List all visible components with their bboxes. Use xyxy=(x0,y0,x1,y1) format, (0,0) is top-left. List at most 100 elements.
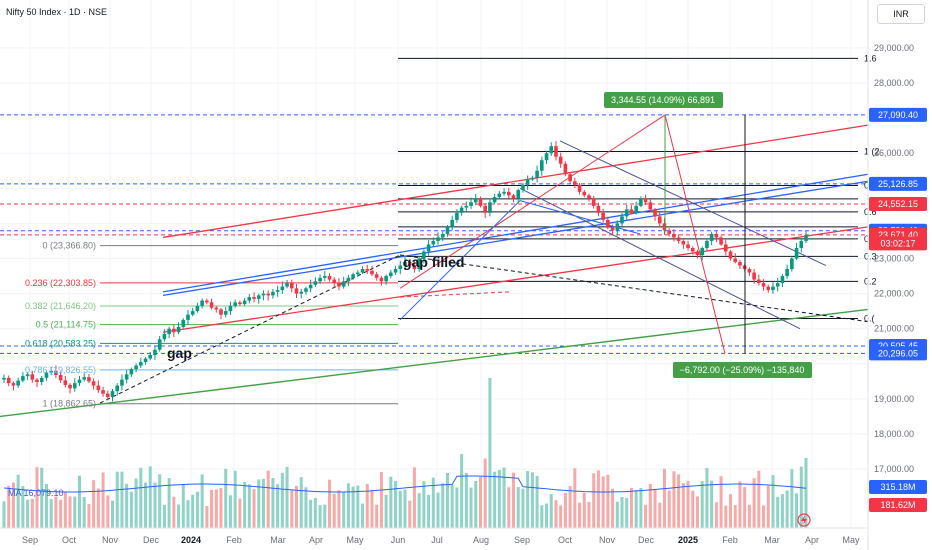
candle-body xyxy=(488,202,492,213)
volume-bar xyxy=(379,471,383,528)
price-tags: 27,090.4025,126.8524,552.1523,791.4023,6… xyxy=(869,107,927,512)
price-tag-label: 20,505.45 xyxy=(878,341,918,351)
candle-body xyxy=(733,258,738,263)
candle-body xyxy=(596,205,601,213)
candle-body xyxy=(606,219,610,227)
price-tag: 03:02:17 xyxy=(869,236,927,251)
fib-extension-label: 0.2 xyxy=(864,276,877,286)
candle-body xyxy=(337,283,341,287)
candle-body xyxy=(318,277,322,282)
projection-up xyxy=(399,114,666,289)
candle-body xyxy=(667,230,671,234)
candle-body xyxy=(620,216,624,224)
volume-bar xyxy=(219,487,223,528)
candle-body xyxy=(77,379,82,384)
volume-bar xyxy=(695,496,699,528)
volume-bar xyxy=(82,497,86,528)
candle-body xyxy=(115,385,120,392)
volume-bar xyxy=(705,468,709,528)
volume-bar xyxy=(445,472,449,528)
candle-body xyxy=(459,207,464,213)
y-tick-label: 19,000.00 xyxy=(874,394,914,404)
candle-body xyxy=(530,177,535,180)
volume-bar xyxy=(507,487,511,528)
price-tag-label: 25,126.85 xyxy=(878,179,918,189)
currency-selector[interactable]: INR xyxy=(877,4,925,24)
volume-bar xyxy=(644,504,648,528)
volume-bar xyxy=(464,473,468,528)
candle-body xyxy=(747,269,752,273)
candle-body xyxy=(247,297,252,301)
candle-body xyxy=(275,290,280,292)
candle-body xyxy=(690,247,695,252)
candle-body xyxy=(563,163,568,175)
candle-body xyxy=(308,284,313,289)
volume-bar xyxy=(200,474,204,528)
volume-bar xyxy=(11,482,15,528)
volume-bar xyxy=(172,496,176,528)
candle-body xyxy=(554,146,558,157)
candle-body xyxy=(2,377,6,380)
volume-bar xyxy=(77,475,81,528)
candle-body xyxy=(506,191,511,196)
volume-bar xyxy=(648,484,652,528)
volume-bar xyxy=(596,470,600,528)
candle-body xyxy=(719,237,723,245)
drawings xyxy=(0,57,869,418)
volume-tag: 315.18M xyxy=(869,480,927,494)
candle-body xyxy=(110,391,115,398)
volume-bar xyxy=(795,493,799,528)
volume-tag: 181.62M xyxy=(869,498,927,512)
volume-bar xyxy=(224,468,228,528)
volume-bar xyxy=(549,494,553,528)
volume-bar xyxy=(427,494,431,528)
candle-body xyxy=(21,376,25,381)
candle-body xyxy=(511,195,516,199)
volume-bar xyxy=(2,501,6,528)
volume-bar xyxy=(313,497,317,528)
candle-body xyxy=(516,190,521,199)
volume-bar xyxy=(243,481,247,528)
volume-bar xyxy=(766,485,770,528)
volume-bar xyxy=(611,488,615,528)
volume-bar xyxy=(478,476,482,528)
lightning-icon[interactable] xyxy=(797,513,811,527)
dashed-downtrend xyxy=(399,254,869,323)
candle-body xyxy=(643,198,648,203)
y-tick-label: 18,000.00 xyxy=(874,429,914,439)
candle-body xyxy=(577,184,582,192)
volume-bar xyxy=(356,485,360,528)
volume-bar xyxy=(68,496,72,528)
candle-body xyxy=(25,374,30,377)
volume-tag-box xyxy=(869,480,927,494)
candle-body xyxy=(379,277,384,282)
candle-body xyxy=(686,244,690,248)
volume-bar xyxy=(365,483,369,528)
volume-bar xyxy=(266,470,270,528)
candle-body xyxy=(289,283,294,289)
upper-red-channel xyxy=(162,124,869,239)
blue-swing-down xyxy=(519,200,641,235)
volume-bar xyxy=(257,479,261,528)
volume-bar xyxy=(422,481,426,528)
candle-body xyxy=(148,355,153,359)
candle-body xyxy=(242,300,247,305)
candle-body xyxy=(261,293,266,296)
candle-body xyxy=(252,297,256,299)
candle-body xyxy=(757,279,761,284)
volume-bar xyxy=(412,467,416,528)
volume-bar xyxy=(780,494,784,528)
volume-bar xyxy=(384,494,388,528)
candle-body xyxy=(256,295,261,299)
volume-bar xyxy=(521,488,525,528)
measure-labels: 3,344.55 (14.09%) 66,891 −6,792.00 (−25.0… xyxy=(604,92,812,378)
candle-body xyxy=(521,184,525,191)
candle-body xyxy=(393,269,398,273)
volume-bar xyxy=(276,484,280,528)
candle-body xyxy=(672,233,676,238)
candle-body xyxy=(403,262,407,266)
price-tag: 20,296.05 xyxy=(869,346,927,361)
x-tick-label: 2024 xyxy=(181,535,201,545)
volume-bar xyxy=(535,475,539,528)
